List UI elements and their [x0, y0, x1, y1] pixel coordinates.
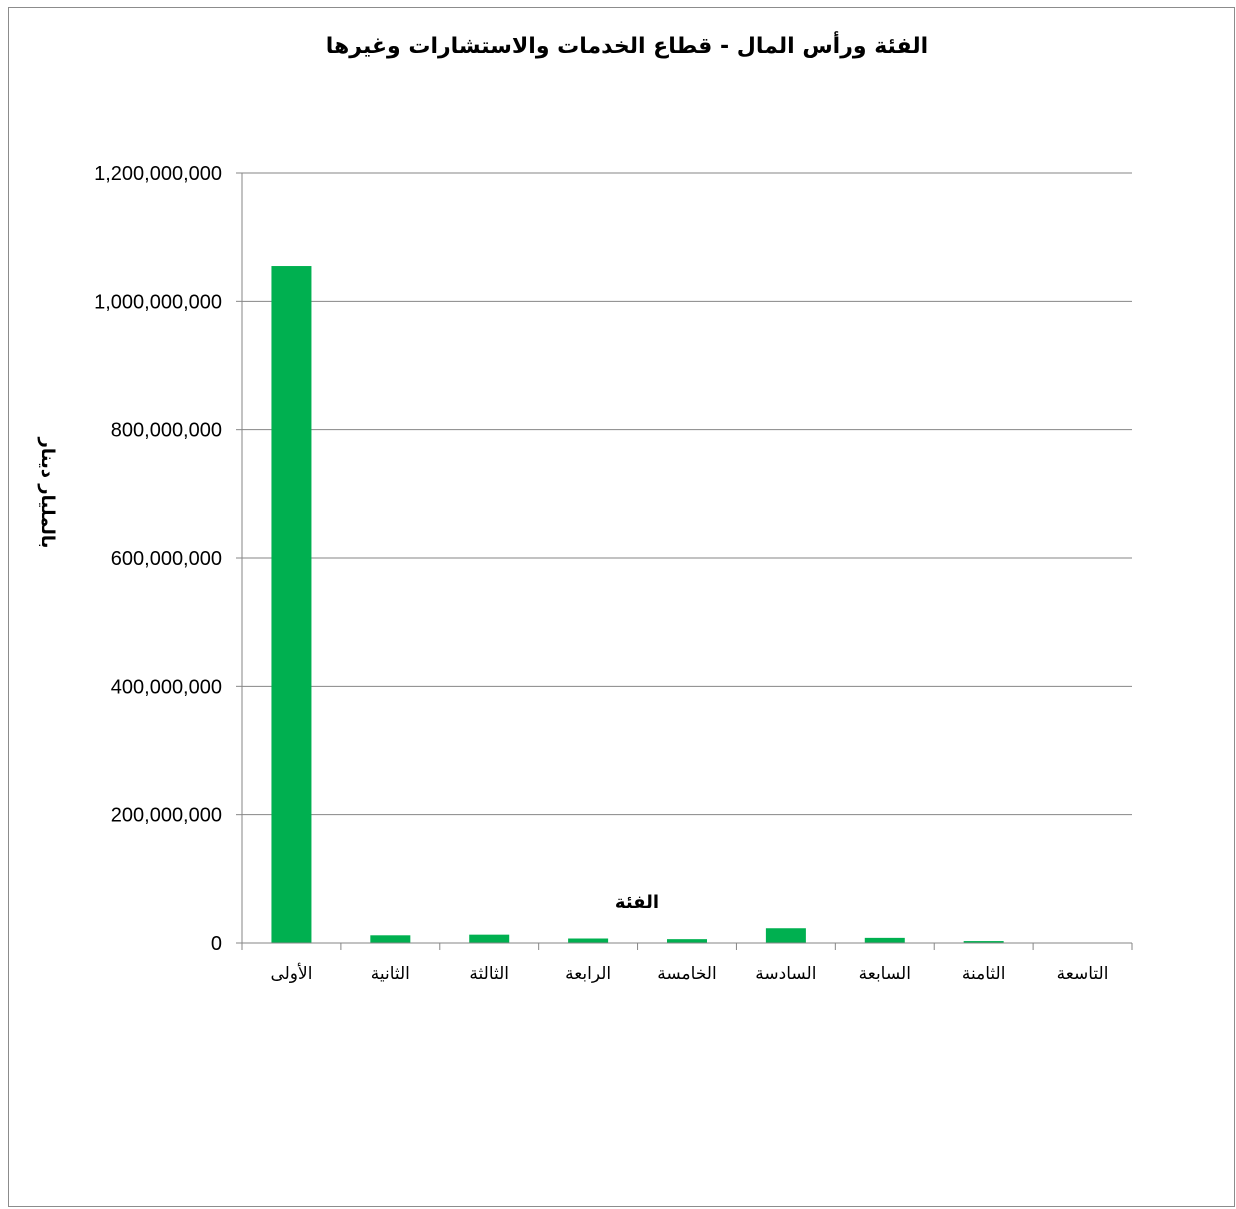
x-tick-label: السادسة [755, 964, 816, 984]
x-axis: الأولى الثانية الثالثة الرابعة الخامسة السادس… [241, 942, 1133, 984]
y-tick-label: 1,000,000,000 [94, 291, 222, 313]
bar [963, 941, 1004, 943]
y-axis-title: بالمليار دينار [37, 437, 58, 549]
bar [370, 935, 411, 943]
x-tick-label: الخامسة [657, 964, 716, 984]
bar [469, 934, 510, 943]
bars [271, 266, 1004, 944]
gridlines [242, 172, 1132, 816]
bar [271, 266, 312, 944]
x-tick-label: الثالثة [469, 964, 509, 984]
x-axis-title: الفئة [615, 892, 659, 913]
chart-title: الفئة ورأس المال - قطاع الخدمات والاستشا… [326, 30, 928, 59]
x-tick-label: التاسعة [1057, 964, 1109, 984]
x-tick-label: الثانية [371, 964, 410, 984]
y-tick-label: 600,000,000 [111, 548, 222, 570]
bar [667, 939, 707, 943]
y-tick-label: 400,000,000 [111, 676, 222, 698]
x-tick-label: الثامنة [962, 964, 1006, 984]
x-tick-label: السابعة [859, 964, 911, 984]
x-tick-label: الأولى [270, 963, 312, 984]
bar [864, 937, 905, 943]
y-axis: 0 200,000,000 400,000,000 600,000,000 800,00… [94, 163, 243, 955]
y-tick-label: 0 [211, 933, 222, 955]
bar [568, 938, 609, 943]
bar-chart: الفئة ورأس المال - قطاع الخدمات والاستشا… [37, 30, 1133, 984]
y-tick-label: 200,000,000 [111, 805, 222, 827]
y-tick-label: 1,200,000,000 [94, 163, 222, 185]
chart-frame: الفئة ورأس المال - قطاع الخدمات والاستشا… [8, 7, 1235, 1207]
x-tick-label: الرابعة [565, 964, 611, 984]
y-tick-label: 800,000,000 [111, 420, 222, 442]
bar [765, 928, 806, 943]
